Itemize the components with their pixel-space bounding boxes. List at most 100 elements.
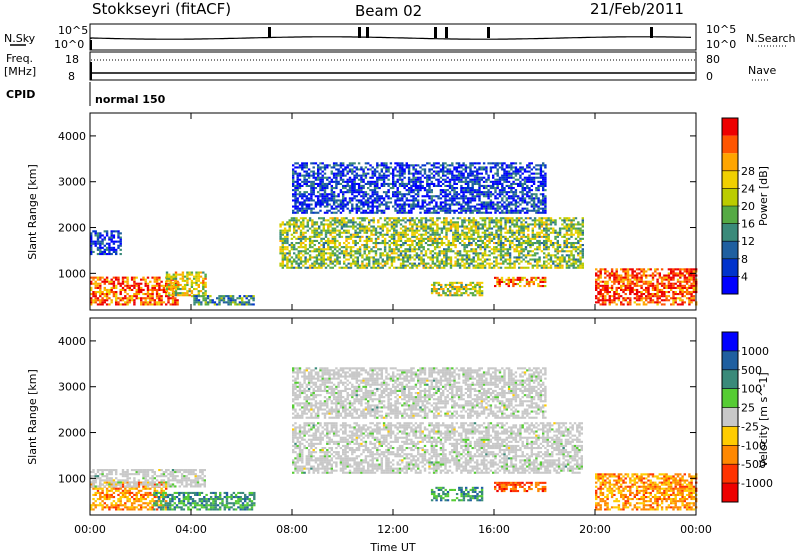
heatmap-cell — [515, 229, 519, 232]
heatmap-cell — [330, 211, 333, 214]
heatmap-cell — [494, 203, 497, 206]
heatmap-cell — [547, 227, 550, 230]
heatmap-cell — [606, 284, 609, 287]
heatmap-cell — [533, 223, 537, 226]
heatmap-cell — [338, 248, 341, 251]
heatmap-cell — [313, 229, 316, 232]
heatmap-cell — [439, 201, 443, 204]
heatmap-cell — [462, 195, 465, 198]
heatmap-cell — [343, 229, 346, 232]
heatmap-cell — [352, 239, 355, 242]
heatmap-cell — [451, 174, 454, 177]
heatmap-cell — [99, 299, 102, 302]
heatmap-cell — [293, 219, 296, 222]
heatmap-cell — [626, 282, 630, 285]
heatmap-cell — [158, 295, 161, 298]
heatmap-cell — [481, 217, 484, 220]
heatmap-cell — [371, 166, 374, 169]
heatmap-cell — [620, 274, 623, 277]
heatmap-cell — [604, 299, 607, 302]
heatmap-cell — [444, 207, 447, 210]
heatmap-cell — [186, 290, 189, 293]
heatmap-cell — [463, 254, 466, 257]
heatmap-cell — [361, 256, 364, 259]
heatmap-cell — [537, 211, 540, 214]
heatmap-cell — [383, 223, 387, 226]
heatmap-cell — [281, 258, 284, 261]
heatmap-cell — [112, 295, 116, 298]
heatmap-cell — [352, 227, 355, 230]
heatmap-cell — [527, 250, 530, 253]
heatmap-cell — [414, 178, 418, 181]
heatmap-cell — [314, 205, 318, 208]
heatmap-cell — [507, 197, 511, 200]
heatmap-cell — [595, 288, 598, 291]
heatmap-cell — [344, 168, 347, 171]
heatmap-cell — [554, 248, 557, 251]
heatmap-cell — [405, 211, 408, 214]
heatmap-cell — [343, 266, 346, 269]
heatmap-cell — [431, 217, 434, 220]
heatmap-cell — [343, 225, 346, 228]
heatmap-cell — [433, 248, 437, 251]
heatmap-cell — [371, 174, 374, 177]
heatmap-cell — [364, 193, 368, 196]
heatmap-cell — [574, 260, 578, 263]
heatmap-cell — [512, 280, 515, 283]
heatmap-cell — [387, 168, 390, 171]
strip-right-tick-2: 10^0 — [706, 38, 736, 51]
heatmap-cell — [427, 266, 430, 269]
heatmap-cell — [336, 254, 339, 257]
heatmap-cell — [470, 235, 473, 238]
heatmap-cell — [354, 262, 357, 265]
heatmap-cell — [320, 264, 323, 267]
heatmap-cell — [461, 223, 464, 226]
heatmap-cell — [323, 172, 327, 175]
heatmap-cell — [368, 246, 371, 249]
heatmap-cell — [130, 299, 134, 302]
heatmap-cell — [315, 235, 319, 238]
heatmap-cell — [133, 286, 136, 289]
heatmap-cell — [437, 174, 440, 177]
heatmap-cell — [382, 184, 386, 187]
heatmap-cell — [563, 233, 566, 236]
heatmap-cell — [486, 246, 489, 249]
heatmap-cell — [437, 180, 440, 183]
heatmap-cell — [137, 293, 141, 296]
heatmap-cell — [376, 209, 379, 212]
heatmap-cell — [305, 191, 308, 194]
heatmap-cell — [302, 219, 305, 222]
heatmap-cell — [199, 290, 203, 293]
heatmap-cell — [342, 170, 345, 173]
heatmap-cell — [444, 294, 447, 297]
heatmap-cell — [339, 182, 343, 185]
heatmap-cell — [451, 283, 454, 286]
heatmap-cell — [403, 170, 406, 173]
heatmap-cell — [327, 219, 330, 222]
heatmap-cell — [495, 235, 498, 238]
heatmap-cell — [462, 164, 465, 167]
heatmap-cell — [303, 193, 306, 196]
heatmap-cell — [554, 266, 557, 269]
heatmap-cell — [296, 174, 299, 177]
heatmap-cell — [431, 227, 434, 230]
heatmap-cell — [293, 235, 296, 238]
heatmap-cell — [128, 288, 131, 291]
heatmap-cell — [449, 262, 453, 265]
heatmap-cell — [392, 170, 395, 173]
heatmap-cell — [231, 299, 235, 302]
heatmap-cell — [398, 170, 402, 173]
heatmap-cell — [308, 219, 312, 222]
heatmap-cell — [531, 254, 534, 257]
heatmap-cell — [481, 227, 484, 230]
heatmap-cell — [606, 280, 609, 283]
heatmap-cell — [388, 256, 391, 259]
heatmap-cell — [398, 184, 402, 187]
heatmap-cell — [310, 180, 313, 183]
heatmap-cell — [348, 162, 352, 165]
heatmap-cell — [211, 299, 214, 302]
heatmap-cell — [514, 201, 518, 204]
heatmap-cell — [595, 272, 598, 275]
heatmap-cell — [453, 211, 456, 214]
heatmap-cell — [465, 244, 469, 247]
